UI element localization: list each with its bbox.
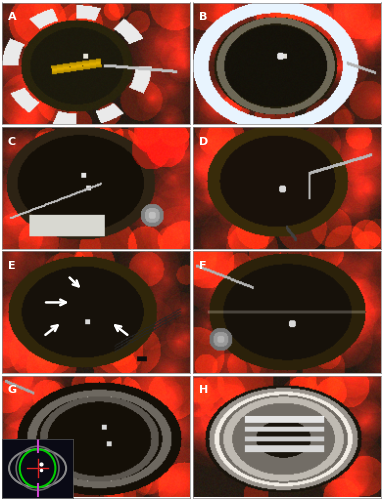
- Text: E: E: [8, 261, 15, 271]
- Text: D: D: [199, 136, 208, 146]
- Text: H: H: [199, 386, 208, 396]
- Text: F: F: [199, 261, 206, 271]
- Text: C: C: [8, 136, 16, 146]
- Text: B: B: [199, 12, 207, 22]
- Text: G: G: [8, 386, 17, 396]
- Text: A: A: [8, 12, 16, 22]
